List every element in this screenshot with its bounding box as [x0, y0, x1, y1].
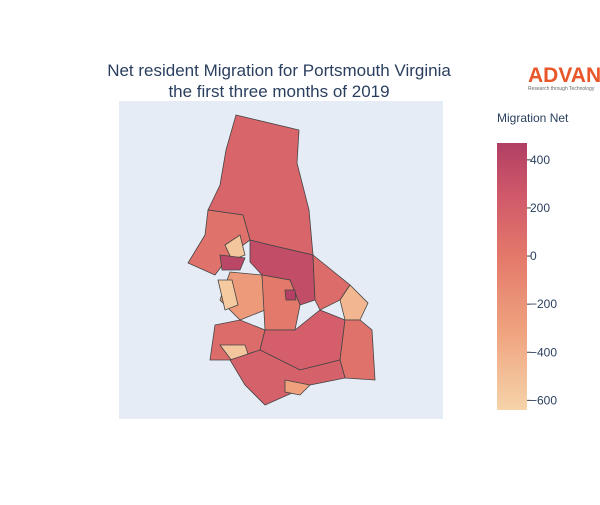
logo-tagline: Research through Technology	[528, 86, 595, 92]
region	[187, 209, 251, 276]
colorbar-tick-label: 200	[530, 201, 550, 215]
region	[217, 279, 239, 311]
logo: ADVAN	[528, 64, 600, 87]
region	[312, 254, 351, 311]
colorbar-tick-label: −200	[530, 297, 557, 311]
colorbar-title: Migration Net	[497, 111, 569, 125]
chart-title: the first three months of 2019	[168, 82, 389, 101]
colorbar-tick-label: −600	[530, 393, 557, 407]
region	[224, 234, 246, 261]
colorbar-tick-label: 400	[530, 153, 550, 167]
region	[284, 289, 297, 301]
region	[339, 319, 376, 381]
colorbar	[497, 143, 527, 410]
region	[219, 254, 246, 271]
colorbar-tick-label: 0	[530, 249, 537, 263]
colorbar-tick-label: −400	[530, 345, 557, 359]
region	[284, 379, 311, 396]
chart-title: Net resident Migration for Portsmouth Vi…	[107, 61, 451, 80]
region	[229, 349, 346, 406]
region	[261, 274, 301, 331]
region	[339, 284, 369, 321]
